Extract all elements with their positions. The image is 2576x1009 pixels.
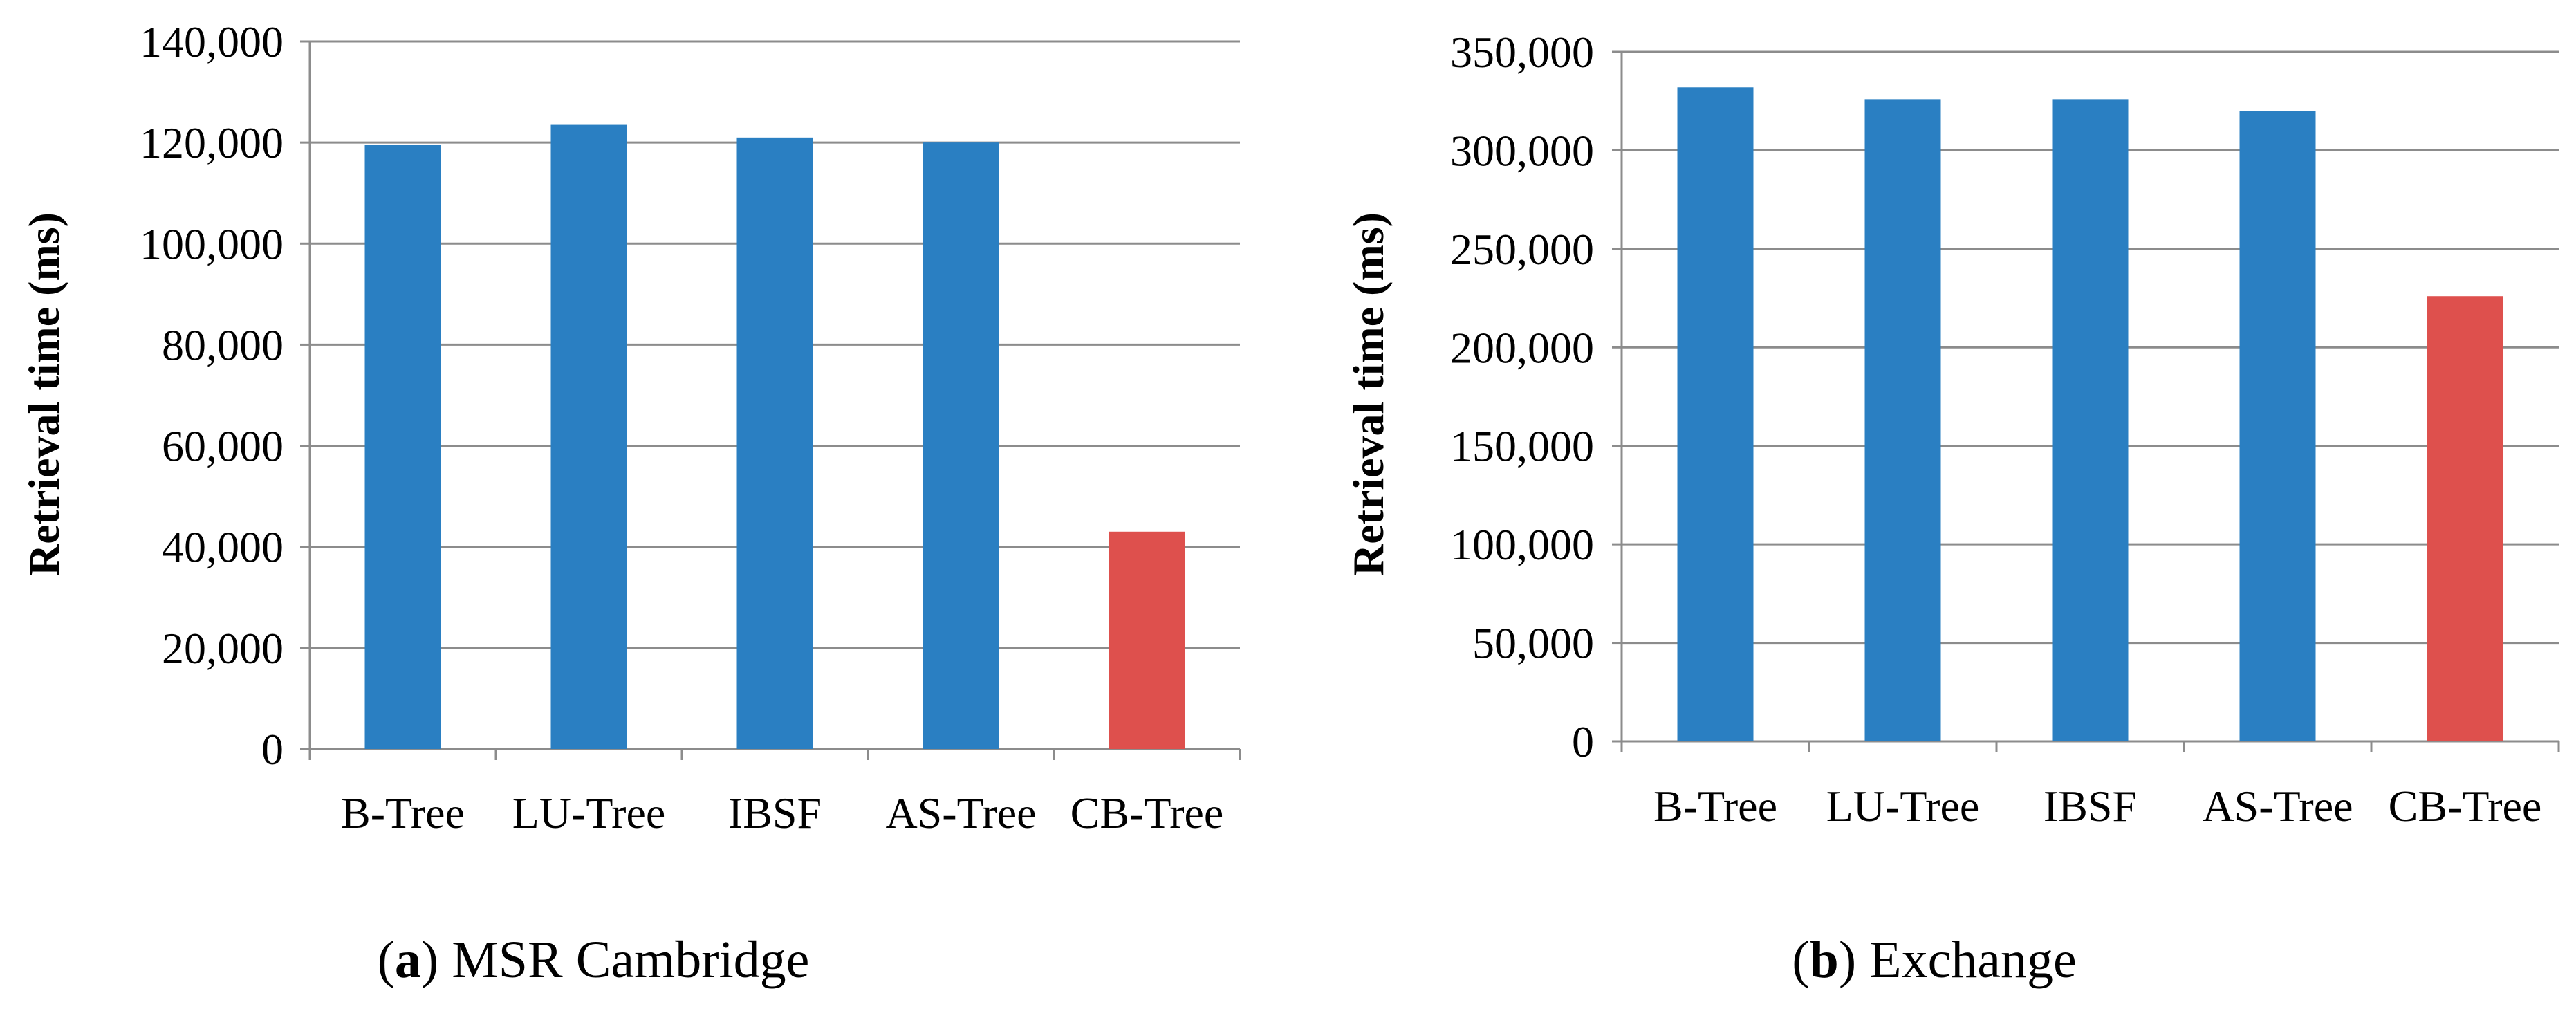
bar-lu-tree <box>550 124 627 749</box>
y-tick-label: 350,000 <box>1450 28 1594 77</box>
caption-a: (a) MSR Cambridge <box>378 931 810 989</box>
bar-ibsf <box>2052 99 2129 741</box>
bar-cb-tree <box>1109 531 1185 749</box>
y-tick-label: 50,000 <box>1472 619 1594 668</box>
x-category-label: IBSF <box>2044 781 2137 831</box>
x-category-label: B-Tree <box>1653 781 1777 831</box>
chart-exchange: 0 50,000 100,000 150,000 200,000 250,000 300,0… <box>1344 28 2560 831</box>
chart-msr-cambridge: 0 20,000 40,000 60,000 80,000 100,000 120,000 1… <box>19 17 1241 837</box>
bar-b-tree <box>364 145 441 749</box>
y-tick-label: 200,000 <box>1450 323 1594 372</box>
y-tick-label: 300,000 <box>1450 126 1594 175</box>
y-tick-label: 40,000 <box>162 523 284 572</box>
y-tick-label: 250,000 <box>1450 225 1594 274</box>
y-tick-label: 0 <box>1572 717 1594 766</box>
bar-lu-tree <box>1864 99 1941 741</box>
x-category-label: CB-Tree <box>2389 781 2542 831</box>
x-category-label: AS-Tree <box>885 788 1036 837</box>
x-category-label: IBSF <box>728 788 822 837</box>
bar-ibsf <box>736 137 813 750</box>
bar-as-tree <box>2239 111 2316 741</box>
y-tick-label: 100,000 <box>140 219 284 268</box>
y-tick-label: 100,000 <box>1450 520 1594 569</box>
y-tick-label: 80,000 <box>162 320 284 369</box>
y-tick-label: 20,000 <box>162 624 284 673</box>
y-axis-title: Retrieval time (ms) <box>19 212 68 576</box>
x-category-label: CB-Tree <box>1071 788 1224 837</box>
y-tick-label: 120,000 <box>140 118 284 167</box>
y-tick-label: 150,000 <box>1450 422 1594 471</box>
x-category-label: B-Tree <box>341 788 465 837</box>
bar-cb-tree <box>2427 296 2503 741</box>
bar-as-tree <box>923 142 999 750</box>
x-category-label: LU-Tree <box>512 788 666 837</box>
caption-b: (b) Exchange <box>1792 931 2077 989</box>
x-category-label: LU-Tree <box>1826 781 1980 831</box>
y-axis-title: Retrieval time (ms) <box>1344 212 1393 576</box>
y-tick-label: 140,000 <box>140 17 284 66</box>
bar-b-tree <box>1677 87 1754 741</box>
y-tick-label: 0 <box>261 725 284 774</box>
x-category-label: AS-Tree <box>2202 781 2353 831</box>
y-tick-label: 60,000 <box>162 422 284 471</box>
